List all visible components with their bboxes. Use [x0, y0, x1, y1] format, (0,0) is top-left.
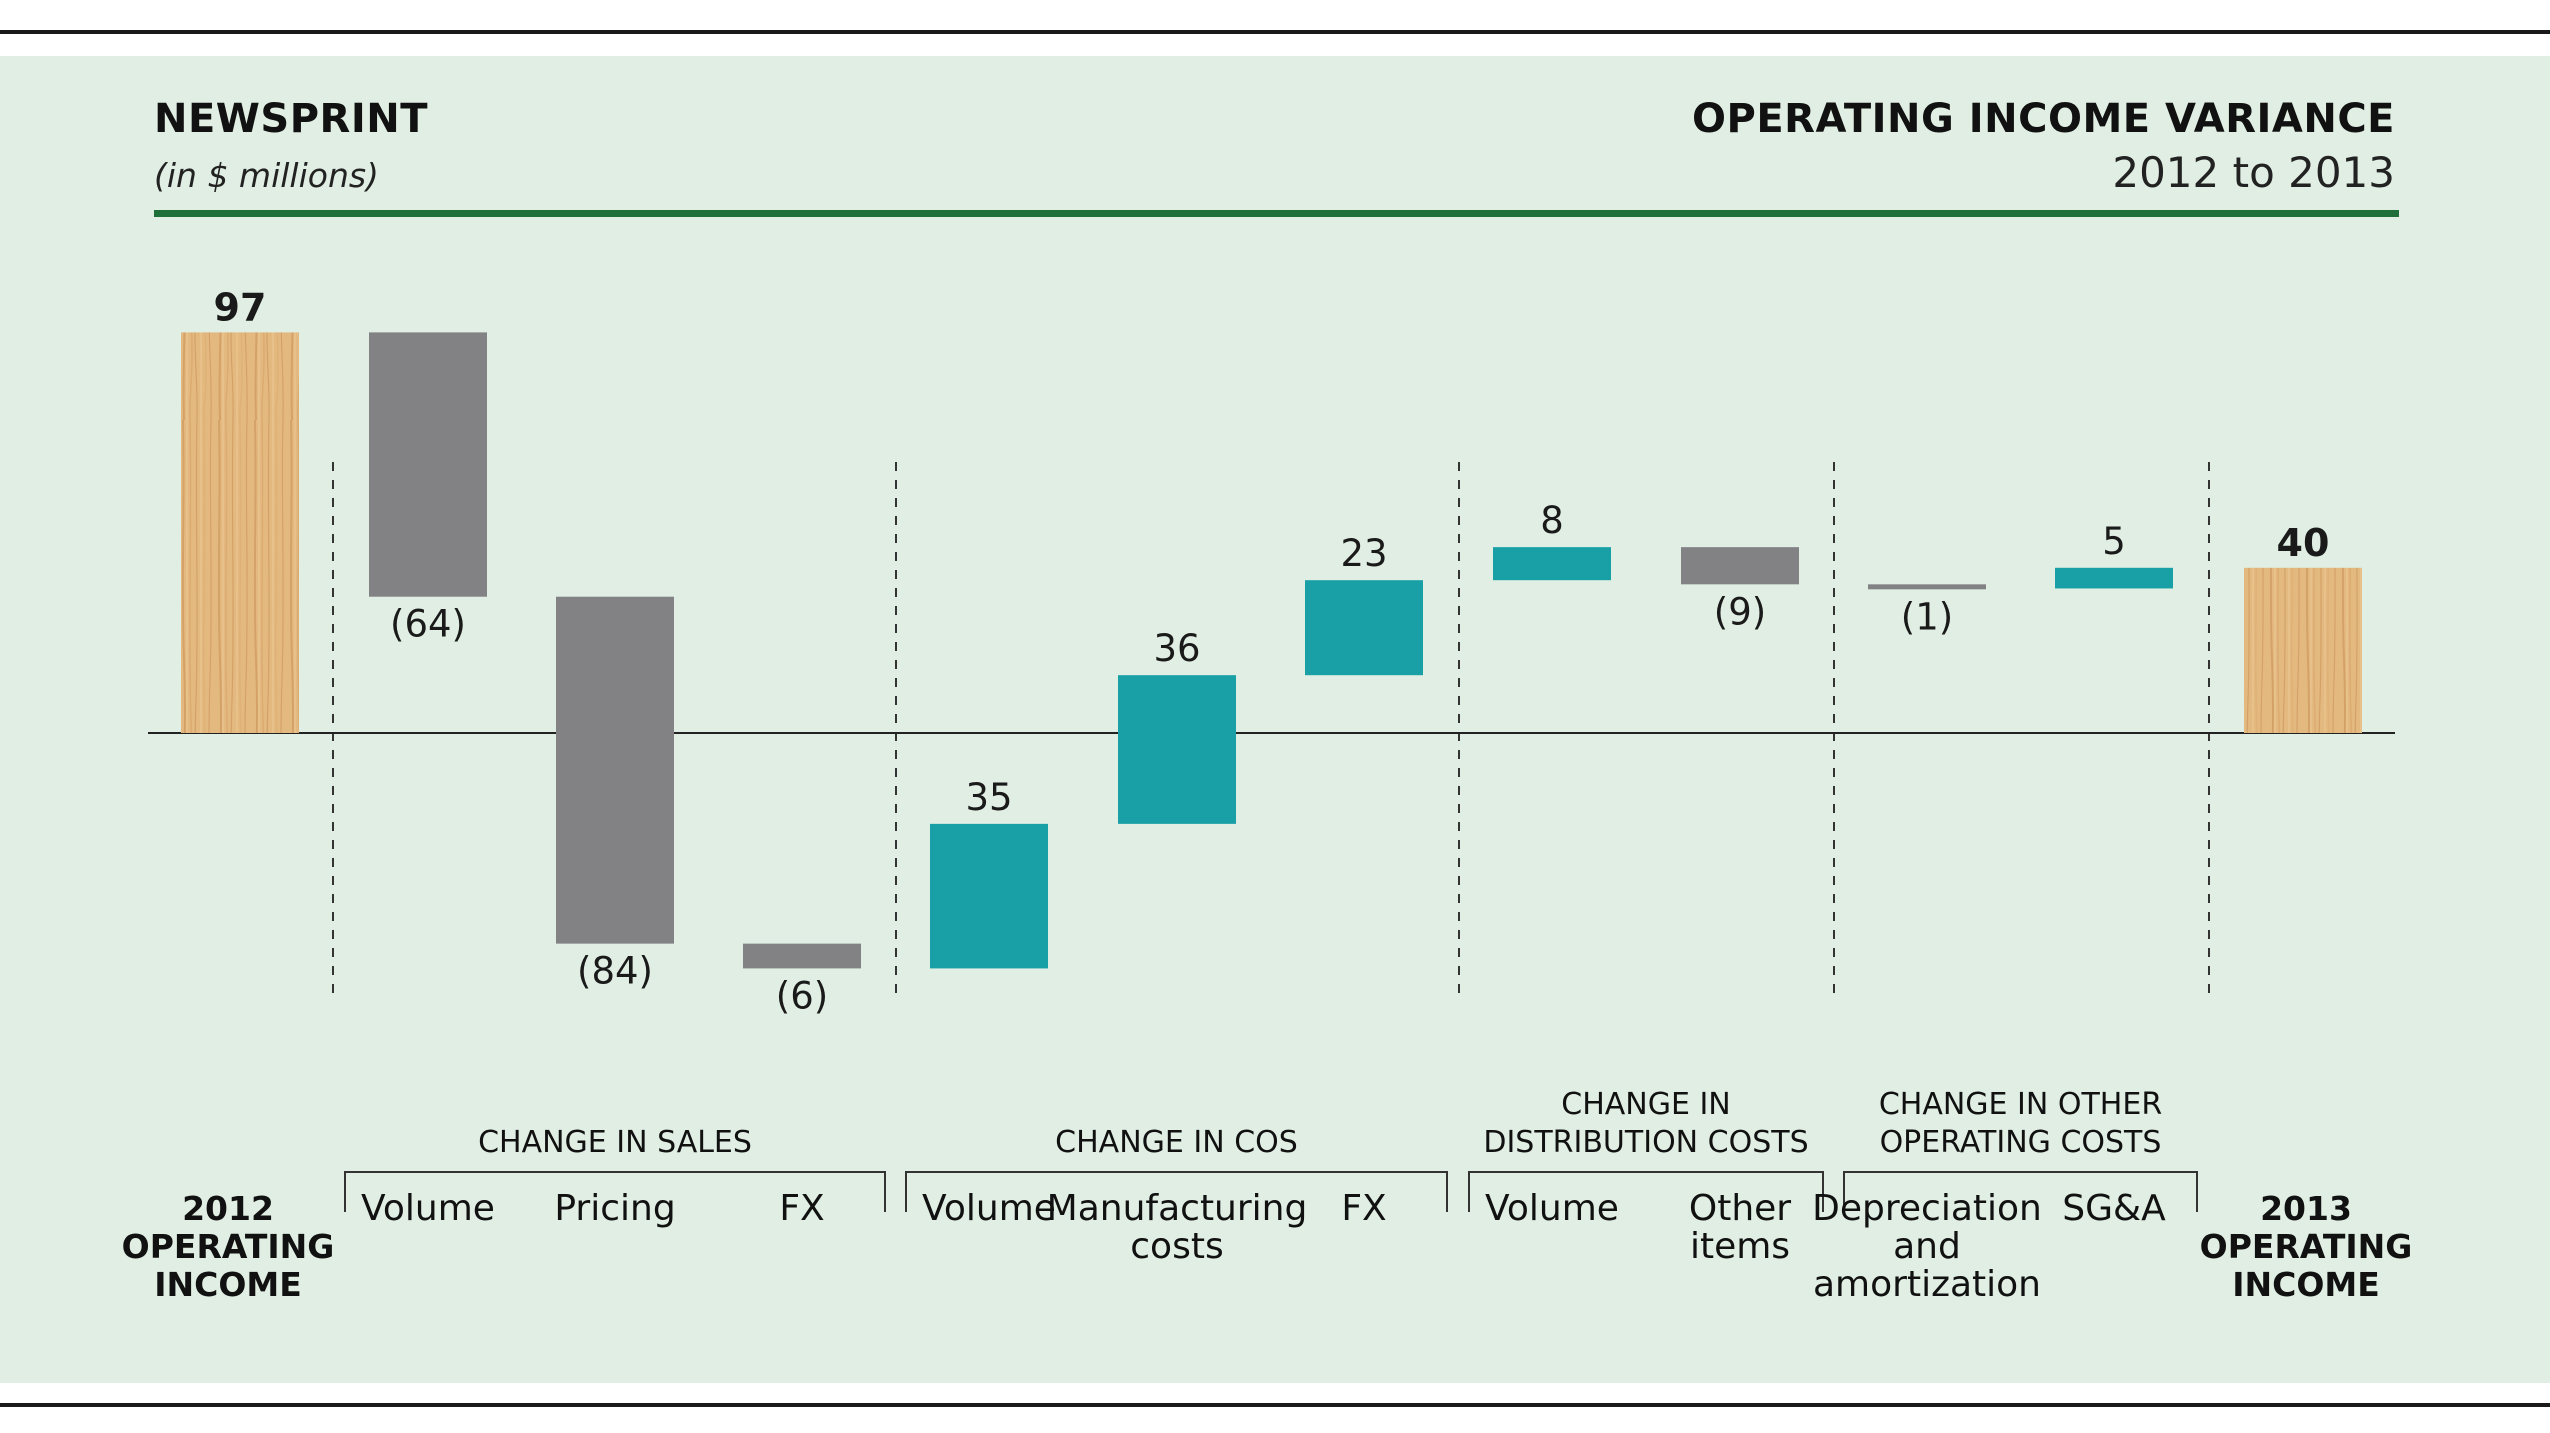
- group-label-3: CHANGE IN DISTRIBUTION COSTS: [1483, 1087, 1808, 1160]
- category-labels: 2012 OPERATING INCOME Volume Pricing FX Volume…: [122, 1188, 2413, 1305]
- category-label-10: Depreciation and amortization: [1812, 1188, 2042, 1305]
- group-label-1: CHANGE IN SALES: [478, 1125, 752, 1160]
- group-bracket-3: [1468, 1171, 1824, 1212]
- value-label-4: (6): [776, 974, 828, 1017]
- bar-10: [1868, 584, 1986, 590]
- bar-6: [1118, 675, 1236, 824]
- value-label-9: (9): [1714, 590, 1766, 633]
- value-label-3: (84): [577, 950, 653, 993]
- value-label-11: 5: [2102, 520, 2126, 563]
- value-label-10: (1): [1901, 595, 1953, 638]
- waterfall-bars: [181, 332, 2362, 969]
- group-labels: CHANGE IN SALES CHANGE IN COS CHANGE IN DIS…: [478, 1087, 2162, 1160]
- category-label-8: Volume: [1485, 1188, 1619, 1229]
- bar-12: [2244, 567, 2362, 733]
- category-label-5: Volume: [922, 1188, 1056, 1229]
- value-label-8: 8: [1540, 499, 1564, 542]
- value-label-5: 35: [965, 776, 1012, 819]
- group-bracket-2: [905, 1171, 1448, 1212]
- value-label-6: 36: [1153, 627, 1200, 670]
- value-label-12: 40: [2277, 521, 2330, 565]
- category-label-9: Other items: [1689, 1188, 1791, 1267]
- group-bracket-1: [344, 1171, 886, 1212]
- bottom-rule: [0, 1403, 2550, 1407]
- category-label-4: FX: [779, 1188, 824, 1229]
- bar-9: [1681, 547, 1799, 585]
- category-label-3: Pricing: [554, 1188, 675, 1229]
- value-labels: 97 (64) (84) (6) 35 36 23 8 (9) (1) 5 40: [214, 285, 2330, 1017]
- chart-unit-label: (in $ millions): [154, 156, 379, 195]
- chart-title: OPERATING INCOME VARIANCE: [1692, 96, 2395, 142]
- group-brackets: [344, 1171, 2198, 1212]
- value-label-1: 97: [214, 285, 267, 329]
- bar-1: [181, 332, 299, 733]
- header-accent-rule: [154, 210, 2399, 217]
- bar-7: [1305, 580, 1423, 676]
- category-label-1: 2012 OPERATING INCOME: [122, 1189, 335, 1304]
- bar-2: [369, 332, 487, 597]
- category-label-6: Manufacturing costs: [1047, 1188, 1308, 1267]
- chart-category-title: NEWSPRINT: [154, 96, 428, 142]
- chart-panel: [0, 56, 2550, 1383]
- group-label-4: CHANGE IN OTHER OPERATING COSTS: [1879, 1087, 2162, 1160]
- chart-subtitle: 2012 to 2013: [2112, 148, 2395, 197]
- bar-5: [930, 823, 1048, 969]
- top-rule: [0, 30, 2550, 34]
- bar-11: [2055, 567, 2173, 589]
- group-bracket-4: [1843, 1171, 2198, 1212]
- bar-3: [556, 596, 674, 944]
- category-label-12: 2013 OPERATING INCOME: [2200, 1189, 2413, 1304]
- bar-8: [1493, 547, 1611, 581]
- value-label-2: (64): [390, 603, 466, 646]
- bar-4: [743, 943, 861, 969]
- value-label-7: 23: [1340, 532, 1387, 575]
- group-label-2: CHANGE IN COS: [1055, 1125, 1298, 1160]
- category-label-7: FX: [1341, 1188, 1386, 1229]
- category-label-11: SG&A: [2062, 1188, 2166, 1229]
- category-label-2: Volume: [361, 1188, 495, 1229]
